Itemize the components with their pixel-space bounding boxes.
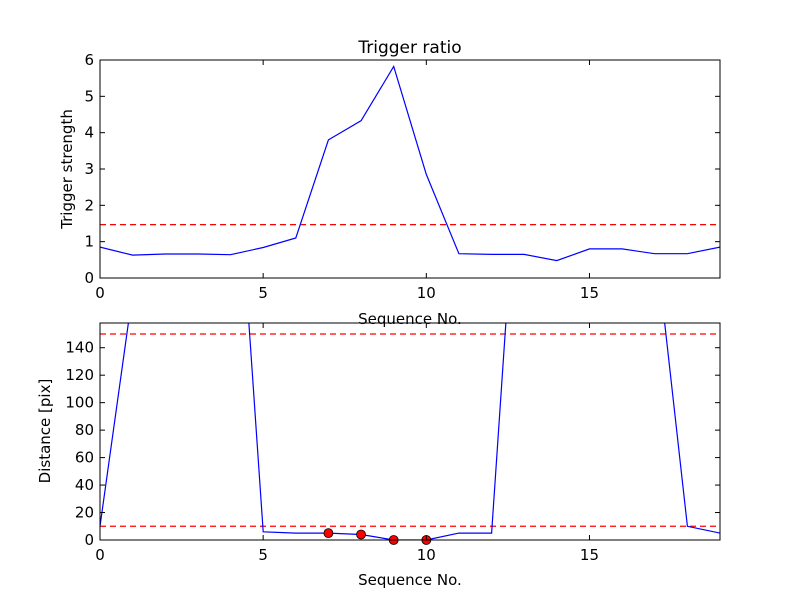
top-chart-ytick-label: 4: [84, 124, 94, 142]
top-chart-title: Trigger ratio: [357, 38, 461, 58]
bottom-chart-xtick-label: 5: [258, 546, 268, 564]
bottom-chart-xtick-label: 15: [580, 546, 599, 564]
bottom-chart-ytick-label: 140: [65, 339, 94, 357]
top-chart-xtick-label: 10: [417, 284, 436, 302]
bottom-chart-ytick-label: 120: [65, 366, 94, 384]
bottom-chart-ytick-label: 0: [84, 531, 94, 549]
top-chart-series-group: [100, 65, 720, 262]
top-chart-ytick-label: 6: [84, 51, 94, 69]
top-chart-ytick-label: 5: [84, 87, 94, 105]
top-chart-xtick-label: 0: [95, 284, 105, 302]
top-chart-xtick-label: 5: [258, 284, 268, 302]
bottom-chart-series-line-0: [100, 323, 720, 540]
top-chart-series-line-0: [100, 65, 720, 262]
top-chart-xlabel: Sequence No.: [358, 310, 462, 328]
top-chart-xtick-label: 15: [580, 284, 599, 302]
bottom-chart-axes-frame: [99, 322, 721, 541]
bottom-chart-marker-1: [356, 529, 366, 540]
bottom-chart-xlabel: Sequence No.: [358, 571, 462, 589]
top-chart-ytick-label: 1: [84, 233, 94, 251]
bottom-chart-ylabel: Distance [pix]: [36, 379, 54, 484]
bottom-chart-series-group: [100, 323, 720, 540]
bottom-chart-ytick-label: 80: [75, 421, 94, 439]
top-chart-ytick-label: 0: [84, 269, 94, 287]
top-chart-axes-frame: [99, 59, 721, 279]
bottom-chart-ytick-label: 60: [75, 449, 94, 467]
bottom-chart-ytick-label: 40: [75, 476, 94, 494]
bottom-chart-plot: 0 5 10 15 0 20 40 60 80 100 120 140: [65, 322, 721, 564]
bottom-chart-xtick-label: 0: [95, 546, 105, 564]
bottom-chart-ytick-label: 100: [65, 394, 94, 412]
top-chart-ytick-label: 3: [84, 160, 94, 178]
bottom-chart-xtick-label: 10: [417, 546, 436, 564]
top-chart-ylabel: Trigger strength: [58, 109, 76, 230]
bottom-chart-marker-0: [323, 528, 334, 539]
bottom-chart-ytick-label: 20: [75, 504, 94, 522]
top-chart-ytick-label: 2: [84, 196, 94, 214]
top-chart-plot: 0 5 10 15 0 1 2 3 4 5 6: [84, 51, 721, 302]
